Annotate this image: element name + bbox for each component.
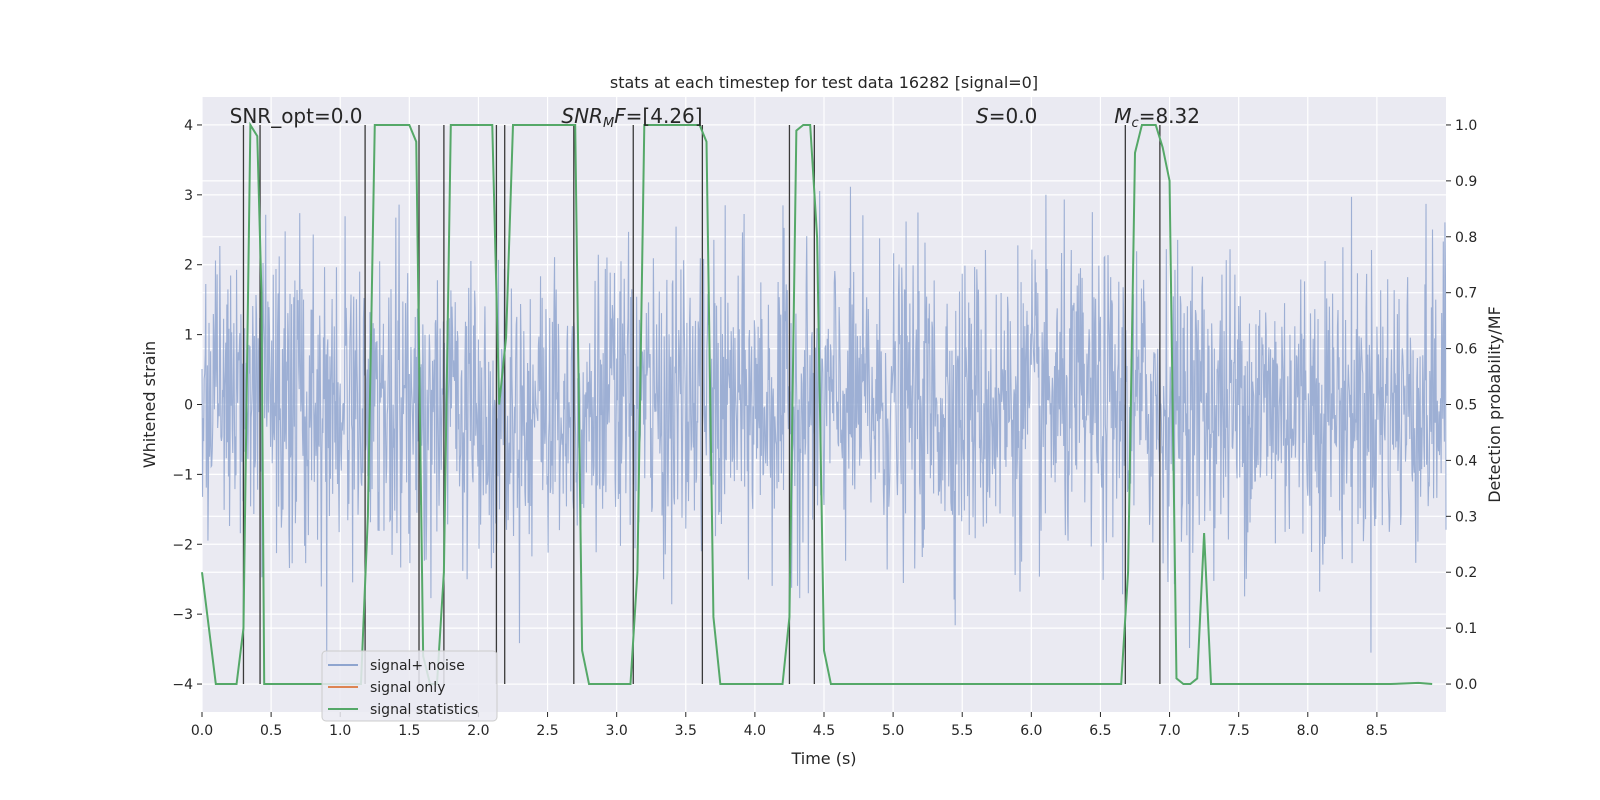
annotation-text: Mc=8.32	[1114, 104, 1200, 131]
x-axis-label: Time (s)	[790, 749, 856, 768]
x-tick-label: 4.5	[813, 723, 835, 739]
x-tick-label: 5.5	[951, 723, 973, 739]
x-tick-label: 1.5	[398, 723, 420, 739]
x-tick-label: 7.0	[1158, 723, 1180, 739]
x-tick-label: 2.5	[536, 723, 558, 739]
chart-title: stats at each timestep for test data 162…	[610, 73, 1038, 92]
y2-tick-label: 0.4	[1455, 453, 1477, 469]
x-tick-label: 3.0	[606, 723, 628, 739]
y-tick-label: −3	[172, 607, 193, 623]
y-tick-label: 0	[184, 398, 193, 414]
y-tick-label: 1	[184, 328, 193, 344]
legend: signal+ noise signal only signal statist…	[321, 650, 498, 722]
noise-line	[201, 186, 1447, 665]
legend-label-signal-statistics: signal statistics	[370, 702, 478, 718]
x-tick-label: 4.0	[744, 723, 766, 739]
x-tick-label: 8.0	[1297, 723, 1319, 739]
y-tick-label: −1	[172, 467, 193, 483]
x-tick-label: 0.0	[191, 723, 213, 739]
y-tick-label: 2	[184, 258, 193, 274]
grid	[201, 97, 1446, 712]
annotation-text: SNRMF=[4.26]	[561, 104, 702, 131]
x-tick-label: 2.0	[467, 723, 489, 739]
y-tick-label: 4	[184, 118, 193, 134]
y2-tick-label: 0.6	[1455, 342, 1477, 358]
axes: 0.0 0.5 1.0 1.5 2.0 2.5 3.0 3.5 4.0 4.5 5.0 5.5 6.0 6…	[172, 118, 1477, 739]
y2-tick-label: 1.0	[1455, 118, 1477, 134]
y-tick-label: −2	[172, 537, 193, 553]
series-signal-noise	[201, 186, 1447, 665]
y2-tick-label: 0.9	[1455, 174, 1477, 190]
x-tick-label: 1.0	[329, 723, 351, 739]
y2-tick-label: 0.0	[1455, 677, 1477, 693]
x-tick-label: 8.5	[1366, 723, 1388, 739]
legend-label-signal-noise: signal+ noise	[370, 658, 465, 674]
annotations: SNR_opt=0.0 SNRMF=[4.26] S=0.0 Mc=8.32	[230, 104, 1200, 131]
y2-tick-label: 0.8	[1455, 230, 1477, 246]
y2-tick-label: 0.7	[1455, 286, 1477, 302]
y-tick-label: −4	[172, 677, 193, 693]
y2-tick-label: 0.1	[1455, 621, 1477, 637]
y2-tick-label: 0.2	[1455, 565, 1477, 581]
y2-tick-label: 0.3	[1455, 509, 1477, 525]
x-tick-label: 3.5	[675, 723, 697, 739]
x-tick-label: 7.5	[1228, 723, 1250, 739]
annotation-text: S=0.0	[976, 104, 1037, 128]
y-axis-label: Whitened strain	[140, 341, 159, 468]
legend-box	[321, 650, 498, 722]
x-tick-label: 0.5	[260, 723, 282, 739]
x-tick-label: 6.5	[1089, 723, 1111, 739]
x-tick-label: 6.0	[1020, 723, 1042, 739]
y2-axis-label: Detection probability/MF	[1485, 306, 1504, 503]
y-tick-label: 3	[184, 188, 193, 204]
legend-label-signal-only: signal only	[370, 680, 445, 696]
y2-tick-label: 0.5	[1455, 398, 1477, 414]
annotation-text: SNR_opt=0.0	[230, 104, 363, 128]
x-tick-label: 5.0	[882, 723, 904, 739]
